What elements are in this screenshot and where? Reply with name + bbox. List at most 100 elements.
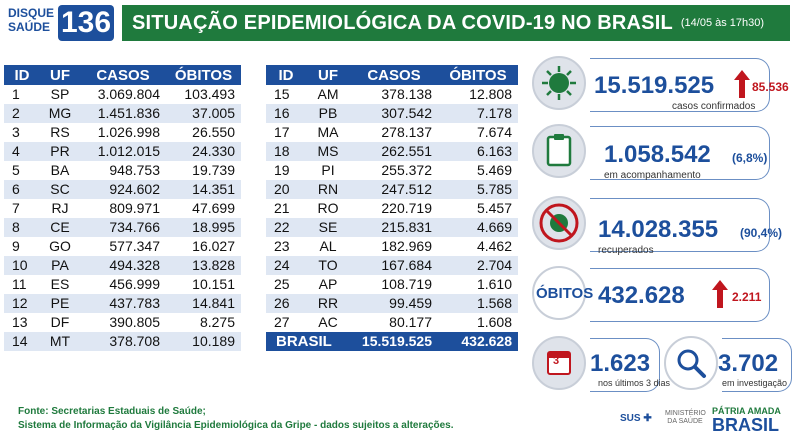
monitoring-bracket [590, 126, 770, 180]
row-id: 12 [4, 294, 40, 313]
row-casos: 262.551 [350, 142, 438, 161]
confirmed-value: 15.519.525 [594, 72, 715, 99]
row-casos: 390.805 [80, 313, 166, 332]
no-virus-icon [532, 196, 586, 250]
row-uf: SC [40, 180, 80, 199]
row-obitos: 37.005 [166, 104, 241, 123]
row-uf: SE [306, 218, 350, 237]
row-obitos: 4.462 [438, 237, 518, 256]
confirmed-bracket [590, 58, 770, 112]
row-obitos: 47.699 [166, 199, 241, 218]
row-obitos: 5.469 [438, 161, 518, 180]
row-id: 26 [266, 294, 306, 313]
deaths-bracket [590, 268, 770, 322]
table-row: 11 ES 456.999 10.151 [4, 275, 241, 294]
row-id: 23 [266, 237, 306, 256]
row-id: 25 [266, 275, 306, 294]
row-uf: RJ [40, 199, 80, 218]
row-casos: 437.783 [80, 294, 166, 313]
table-row: 10 PA 494.328 13.828 [4, 256, 241, 275]
virus-icon [532, 56, 586, 110]
row-obitos: 1.568 [438, 294, 518, 313]
calendar-icon [532, 336, 586, 390]
recovered-label: recuperados [598, 245, 654, 256]
row-casos: 255.372 [350, 161, 438, 180]
investigation-bracket [722, 338, 792, 392]
recovered-value: 14.028.355 [598, 216, 719, 243]
table-row: 3 RS 1.026.998 26.550 [4, 123, 241, 142]
row-uf: PB [306, 104, 350, 123]
row-casos: 577.347 [80, 237, 166, 256]
row-casos: 215.831 [350, 218, 438, 237]
row-id: 17 [266, 123, 306, 142]
row-id: 1 [4, 85, 40, 104]
row-uf: GO [40, 237, 80, 256]
header-obitos: ÓBITOS [166, 65, 241, 85]
row-casos: 456.999 [80, 275, 166, 294]
brasil-logo: PÁTRIA AMADA BRASIL [712, 406, 781, 434]
row-id: 15 [266, 85, 306, 104]
brasil-logo-top: PÁTRIA AMADA [712, 406, 781, 416]
row-casos: 809.971 [80, 199, 166, 218]
last3-bracket [590, 338, 660, 392]
deaths-word: ÓBITOS [536, 285, 594, 302]
row-casos: 378.708 [80, 332, 166, 351]
row-uf: PE [40, 294, 80, 313]
row-id: 10 [4, 256, 40, 275]
row-uf: PR [40, 142, 80, 161]
row-uf: AC [306, 313, 350, 332]
row-id: 4 [4, 142, 40, 161]
row-obitos: 14.351 [166, 180, 241, 199]
row-id: 21 [266, 199, 306, 218]
row-obitos: 6.163 [438, 142, 518, 161]
states-table-left: ID UF CASOS ÓBITOS 1 SP 3.069.804 103.493 2 M… [4, 65, 241, 351]
row-obitos: 24.330 [166, 142, 241, 161]
magnifier-icon [664, 336, 718, 390]
row-uf: AL [306, 237, 350, 256]
last3-value: 1.623 [590, 350, 651, 377]
row-id: 11 [4, 275, 40, 294]
row-obitos: 8.275 [166, 313, 241, 332]
brasil-total-row: BRASIL 15.519.525 432.628 [266, 332, 518, 351]
table-row: 14 MT 378.708 10.189 [4, 332, 241, 351]
row-uf: PA [40, 256, 80, 275]
row-obitos: 5.785 [438, 180, 518, 199]
title-bar: SITUAÇÃO EPIDEMIOLÓGICA DA COVID-19 NO B… [122, 5, 790, 41]
row-obitos: 10.151 [166, 275, 241, 294]
row-uf: MA [306, 123, 350, 142]
page-title: SITUAÇÃO EPIDEMIOLÓGICA DA COVID-19 NO B… [132, 11, 673, 34]
row-obitos: 19.739 [166, 161, 241, 180]
row-uf: AP [306, 275, 350, 294]
up-arrow-icon [712, 280, 728, 308]
row-uf: ES [40, 275, 80, 294]
monitoring-label: em acompanhamento [604, 170, 701, 181]
row-obitos: 103.493 [166, 85, 241, 104]
row-uf: AM [306, 85, 350, 104]
row-id: 20 [266, 180, 306, 199]
row-casos: 278.137 [350, 123, 438, 142]
table-row: 13 DF 390.805 8.275 [4, 313, 241, 332]
row-id: 3 [4, 123, 40, 142]
table-row: 5 BA 948.753 19.739 [4, 161, 241, 180]
table-row: 7 RJ 809.971 47.699 [4, 199, 241, 218]
investigation-value: 3.702 [718, 350, 779, 377]
table-row: 2 MG 1.451.836 37.005 [4, 104, 241, 123]
row-id: 27 [266, 313, 306, 332]
row-id: 9 [4, 237, 40, 256]
row-obitos: 4.669 [438, 218, 518, 237]
table-row: 25 AP 108.719 1.610 [266, 275, 518, 294]
row-uf: RS [40, 123, 80, 142]
header-casos: CASOS [350, 65, 438, 85]
row-id: 19 [266, 161, 306, 180]
header-uf: UF [40, 65, 80, 85]
logo-number: 136 [58, 5, 114, 41]
calendar-number: 3 [553, 355, 560, 367]
logo-saude-text: SAÚDE [8, 20, 51, 34]
row-casos: 307.542 [350, 104, 438, 123]
row-uf: MS [306, 142, 350, 161]
sus-logo: SUS ✚ [620, 413, 652, 424]
row-casos: 247.512 [350, 180, 438, 199]
row-uf: RR [306, 294, 350, 313]
row-obitos: 1.610 [438, 275, 518, 294]
table-row: 12 PE 437.783 14.841 [4, 294, 241, 313]
